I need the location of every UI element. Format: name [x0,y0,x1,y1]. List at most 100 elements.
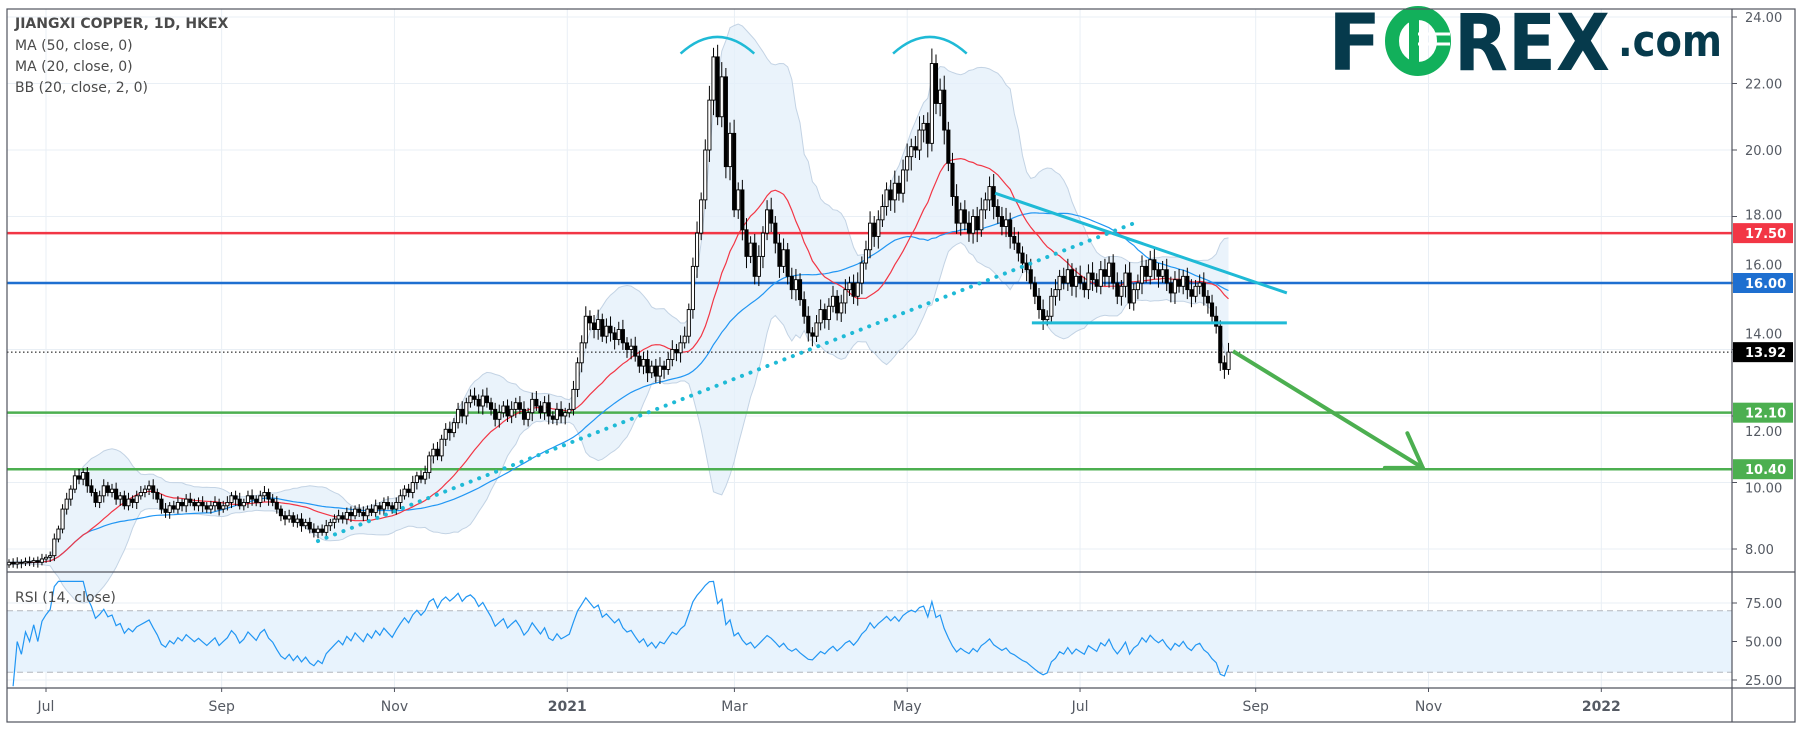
candle [1053,279,1058,306]
indicator-ma50[interactable]: MA (50, close, 0) [15,38,133,54]
candle-body [390,505,395,510]
candle-body [93,492,98,503]
candle-body [1049,295,1054,317]
candle-body [880,206,885,221]
candle [1156,263,1161,288]
candle-body [200,502,205,507]
level-badge[interactable]: 12.10 [1733,402,1793,423]
candle [896,175,901,201]
candle [324,519,329,537]
level-badge[interactable]: 17.50 [1733,223,1793,244]
time-tick-label[interactable]: Sep [1242,699,1269,715]
candle-body [637,355,642,367]
candle-body [344,511,349,520]
candle [971,209,976,244]
candle-body [859,262,864,284]
candle-body [896,182,901,194]
candle [822,303,827,329]
candle-body [1082,282,1087,291]
candle [147,480,152,496]
candle [793,268,798,301]
candle [1160,260,1165,283]
candle-body [398,495,403,503]
candle-body [612,332,617,340]
candle-body [291,515,296,523]
candle-body [740,189,745,231]
candle [1119,279,1124,306]
candle [460,401,465,424]
candle [1094,273,1099,293]
time-tick-label[interactable]: Sep [208,699,235,715]
candle [909,138,914,171]
candle-body [785,249,790,277]
candle [892,170,897,213]
indicator-bb[interactable]: BB (20, close, 2, 0) [15,80,148,96]
time-tick-label[interactable]: Nov [1415,699,1442,715]
candle-body [303,521,308,527]
candle [1041,299,1046,330]
peak-1-arc[interactable] [679,35,756,55]
candle-body [1139,265,1145,284]
candle [810,327,815,347]
candle [587,310,592,331]
current-price-badge-text: 13.92 [1745,346,1786,361]
candle [138,486,143,500]
indicator-ma20[interactable]: MA (20, close, 0) [15,59,133,75]
candle-body [872,222,877,237]
candle-body [114,488,119,500]
rising-trendline-line[interactable] [315,220,1139,544]
candle [250,489,255,506]
price-tick-label: 14.00 [1745,328,1782,343]
candle [1181,269,1186,295]
candle-body [797,279,803,301]
candle [1008,212,1013,249]
candle-body [328,521,333,527]
time-tick-label[interactable]: Nov [381,699,408,715]
candle [600,313,605,342]
candle [270,494,275,507]
descending-resistance-line[interactable] [994,191,1288,295]
candle [1201,272,1206,306]
candle-body [806,315,811,334]
time-tick-label[interactable]: Mar [721,699,748,715]
candle [11,558,16,568]
rsi-label[interactable]: RSI (14, close) [15,590,116,606]
candle-body [983,199,988,211]
candle-body [1008,219,1013,237]
candle-body [1086,272,1091,291]
peak-2-arc[interactable] [892,35,968,55]
candle-body [60,508,65,530]
candle-body [464,402,469,417]
time-tick-label[interactable]: 2022 [1582,699,1621,715]
candle-body [946,129,951,164]
candle [39,553,45,566]
candle [1069,263,1075,296]
candle [1086,264,1091,300]
bb-lower-band [8,242,1229,604]
level-badge[interactable]: 10.40 [1733,459,1793,480]
candle [678,335,683,363]
time-tick-label[interactable]: 2021 [548,699,587,715]
candle-body [892,182,897,201]
current-price-badge[interactable]: 13.92 [1733,342,1793,363]
candle-body [765,209,770,234]
projection-arrow[interactable] [1231,349,1425,470]
time-tick-label[interactable]: Jul [1071,699,1089,715]
level-badge-bg [1733,223,1793,244]
candle-body [756,255,761,277]
candle-body [456,408,461,424]
candle-body [715,56,720,118]
candle-body [653,365,658,377]
candle-body [835,295,840,314]
candle-body [1201,282,1206,297]
time-tick-label[interactable]: May [893,699,922,715]
candle-body [468,395,473,404]
time-tick-label[interactable]: Jul [37,699,55,715]
candle-body [777,242,782,267]
candle-body [958,209,963,224]
candle-body [394,502,399,510]
drawings[interactable] [315,35,1425,544]
candle [233,490,238,506]
level-badge[interactable]: 16.00 [1733,273,1793,293]
